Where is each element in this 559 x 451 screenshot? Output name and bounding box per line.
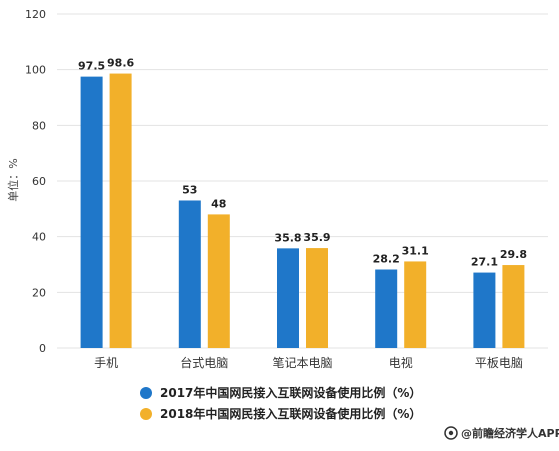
bar xyxy=(207,214,230,348)
value-labels: 97.5 98.6 53 48 35.8 35.9 28.231.1 27.129.8 xyxy=(78,57,527,269)
data-label: 98.6 xyxy=(107,57,134,70)
y-tick-label: 100 xyxy=(25,64,46,77)
legend-marker xyxy=(140,408,152,420)
data-label: 29.8 xyxy=(500,248,527,261)
bar xyxy=(502,265,525,348)
x-tick-label: 台式电脑 xyxy=(180,355,228,370)
bar xyxy=(473,272,496,348)
data-label: 97.5 xyxy=(78,60,105,73)
y-axis-ticks: 0 20 40 60 80 100 120 xyxy=(25,8,46,355)
legend: 2017年中国网民接入互联网设备使用比例（%） 2018年中国网民接入互联网设备使… xyxy=(140,385,421,421)
legend-label: 2018年中国网民接入互联网设备使用比例（%） xyxy=(160,406,421,421)
data-label: 35.8 xyxy=(274,231,301,244)
x-tick-label: 手机 xyxy=(94,356,118,370)
y-axis-label: 单位：% xyxy=(6,158,20,201)
bar xyxy=(277,248,299,348)
data-label: 27.1 xyxy=(471,256,498,269)
data-label: 48 xyxy=(211,197,226,210)
data-label: 53 xyxy=(182,183,197,196)
grid xyxy=(57,13,548,349)
bar xyxy=(375,269,398,348)
y-tick-label: 120 xyxy=(25,8,46,21)
y-tick-label: 0 xyxy=(39,342,46,355)
legend-label: 2017年中国网民接入互联网设备使用比例（%） xyxy=(160,385,421,400)
data-label: 31.1 xyxy=(402,244,429,257)
bar xyxy=(178,200,201,348)
y-tick-label: 20 xyxy=(32,286,46,299)
footer-brand: @前瞻经济学人APP xyxy=(461,426,559,440)
legend-marker xyxy=(140,387,152,399)
brand-logo-dot xyxy=(448,430,454,436)
x-tick-label: 电视 xyxy=(389,355,413,370)
footer: @前瞻经济学人APP xyxy=(444,426,559,440)
x-axis-categories: 手机 台式电脑 笔记本电脑 电视 平板电脑 xyxy=(94,355,523,370)
y-tick-label: 40 xyxy=(32,231,46,244)
y-tick-label: 60 xyxy=(32,175,46,188)
data-label: 28.2 xyxy=(373,253,400,266)
bar xyxy=(404,261,427,348)
x-tick-label: 平板电脑 xyxy=(475,356,523,370)
x-tick-label: 笔记本电脑 xyxy=(272,355,332,370)
y-tick-label: 80 xyxy=(32,119,46,132)
bar xyxy=(80,76,103,348)
data-label: 35.9 xyxy=(303,231,330,244)
bar xyxy=(306,248,328,348)
bar xyxy=(109,73,132,349)
bars xyxy=(80,73,525,349)
